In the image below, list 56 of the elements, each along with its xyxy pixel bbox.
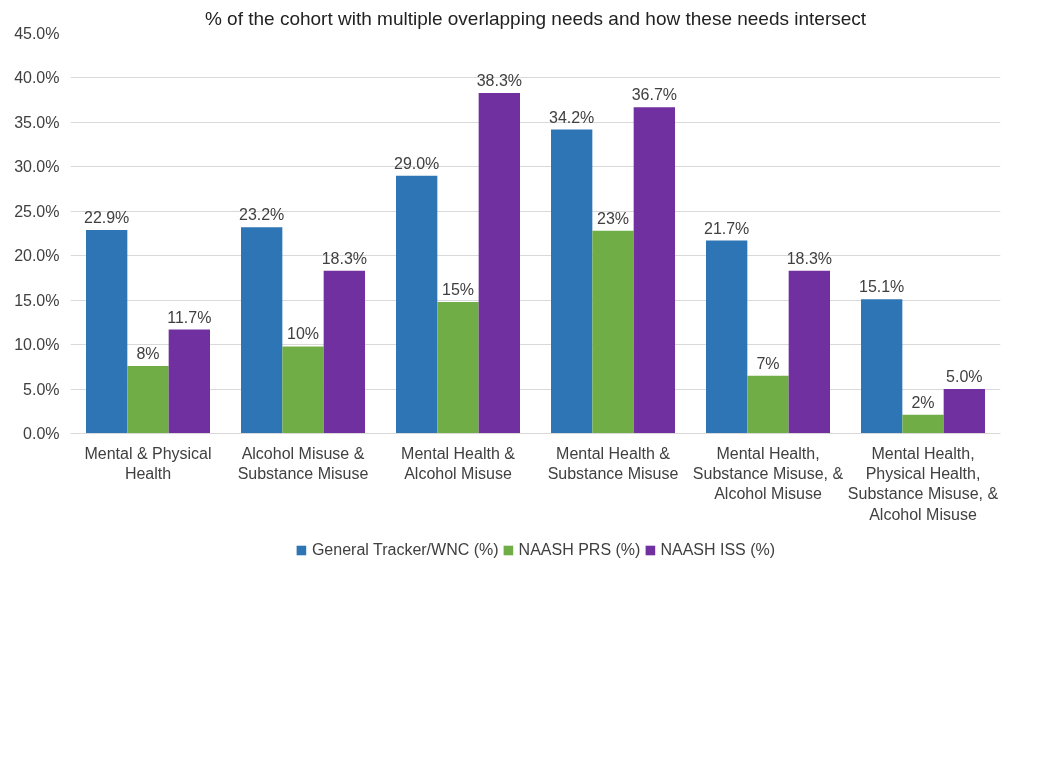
bar xyxy=(282,346,324,434)
data-label: 11.7% xyxy=(167,308,212,326)
data-label: 15% xyxy=(441,280,475,298)
data-label: 36.7% xyxy=(631,86,678,104)
bar xyxy=(788,270,830,434)
y-tick-label: 45.0% xyxy=(14,25,60,42)
x-tick-label: Mental Health, Substance Misuse, & Alcohol Misuse xyxy=(692,444,844,503)
bar xyxy=(551,129,593,434)
bar xyxy=(127,365,169,434)
chart-title: % of the cohort with multiple overlapping needs and how these needs intersect xyxy=(204,7,867,29)
data-label: 10% xyxy=(286,325,320,343)
data-label: 23.2% xyxy=(238,206,285,224)
y-tick-label: 20.0% xyxy=(14,247,60,265)
y-tick-label: 0.0% xyxy=(23,425,60,442)
bar xyxy=(902,414,944,434)
bar xyxy=(861,299,903,434)
y-tick-label: 5.0% xyxy=(23,380,60,398)
data-label: 15.1% xyxy=(858,278,905,296)
y-tick-label: 40.0% xyxy=(14,69,60,87)
x-tick-label: Mental & Physical Health xyxy=(84,444,212,482)
bar xyxy=(168,329,210,434)
x-tick-label: Mental Health & Substance Misuse xyxy=(547,444,679,482)
data-label: 2% xyxy=(911,393,935,411)
bar xyxy=(633,107,675,434)
data-label: 21.7% xyxy=(703,219,750,237)
y-tick-label: 35.0% xyxy=(14,113,60,131)
bar xyxy=(323,270,365,434)
y-tick-label: 10.0% xyxy=(14,336,60,354)
bar xyxy=(706,240,748,434)
legend-label: NAASH PRS (%) xyxy=(518,541,641,559)
data-label: 34.2% xyxy=(548,108,595,126)
x-tick-label: Mental Health, Physical Health, Substance Misuse, & Alcohol Misuse xyxy=(847,444,999,523)
data-label: 8% xyxy=(136,344,160,362)
bar xyxy=(241,227,283,434)
data-label: 18.3% xyxy=(786,249,833,267)
bar xyxy=(747,375,789,434)
data-label: 29.0% xyxy=(393,154,440,172)
bar xyxy=(592,230,634,434)
data-label: 38.3% xyxy=(476,72,523,90)
data-label: 23% xyxy=(596,209,630,227)
bar xyxy=(86,229,128,434)
x-tick-label: Alcohol Misuse & Substance Misuse xyxy=(237,444,369,482)
legend-label: General Tracker/WNC (%) xyxy=(311,541,499,559)
x-tick-label: Mental Health & Alcohol Misuse xyxy=(401,444,516,482)
bar xyxy=(396,175,438,434)
y-tick-label: 25.0% xyxy=(14,202,60,220)
y-tick-label: 15.0% xyxy=(14,291,60,309)
data-label: 18.3% xyxy=(321,249,368,267)
data-label: 7% xyxy=(756,354,780,372)
y-tick-label: 30.0% xyxy=(14,158,60,176)
data-label: 22.9% xyxy=(83,208,130,226)
bar xyxy=(478,93,520,434)
legend-label: NAASH ISS (%) xyxy=(660,541,776,559)
data-label: 5.0% xyxy=(946,368,983,386)
bar xyxy=(437,301,479,434)
bar xyxy=(943,389,985,434)
